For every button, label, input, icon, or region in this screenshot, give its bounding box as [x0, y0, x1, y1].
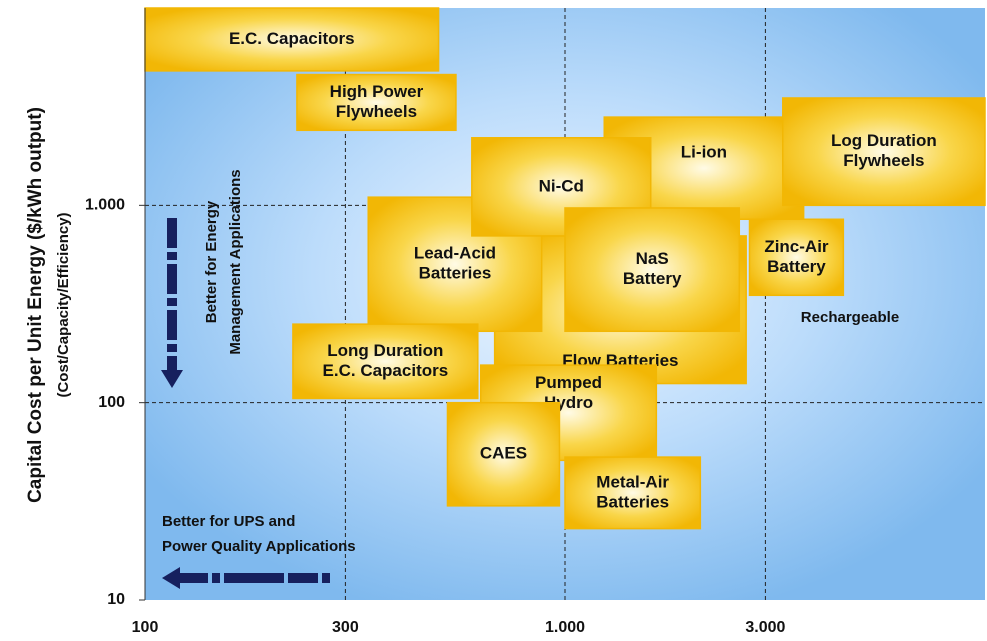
- box-label: CAES: [480, 444, 527, 463]
- box-label: Batteries: [419, 264, 492, 283]
- y-tick-label: 1.000: [85, 197, 125, 214]
- range-box: [292, 323, 479, 400]
- range-box: [446, 401, 561, 507]
- range-box: [564, 207, 741, 333]
- range-box: [564, 456, 702, 530]
- box-label: E.C. Capacitors: [323, 361, 449, 380]
- y-tick-label: 10: [107, 591, 125, 608]
- range-box: [296, 73, 457, 132]
- box-label: Log Duration: [831, 131, 937, 150]
- x-tick-label: 3.000: [745, 619, 785, 636]
- x-tick-label: 100: [132, 619, 159, 636]
- y-tick-label: 100: [98, 394, 125, 411]
- box-label: Batteries: [596, 492, 669, 511]
- box-label: Ni-Cd: [539, 176, 584, 195]
- box-label: Battery: [767, 257, 826, 276]
- annotation: Management Applications: [227, 169, 244, 354]
- arrow-head: [161, 370, 183, 388]
- box-label: Flywheels: [336, 102, 417, 121]
- annotation: Rechargeable: [801, 309, 899, 326]
- annotation: Better for UPS and: [162, 513, 295, 530]
- box-label: Li-ion: [681, 142, 727, 161]
- box-label: Long Duration: [327, 341, 443, 360]
- range-box: [782, 97, 986, 207]
- box-label: Metal-Air: [596, 472, 669, 491]
- x-tick-label: 1.000: [545, 619, 585, 636]
- annotation: Power Quality Applications: [162, 538, 356, 555]
- y-axis-title: Capital Cost per Unit Energy ($/kWh outp…: [25, 107, 46, 503]
- box-label: E.C. Capacitors: [229, 29, 355, 48]
- arrow-head: [162, 567, 180, 589]
- box-label: High Power: [330, 82, 424, 101]
- box-label: Lead-Acid: [414, 244, 496, 263]
- x-tick-label: 300: [332, 619, 359, 636]
- annotation: Better for Energy: [203, 200, 220, 323]
- box-label: Zinc-Air: [764, 237, 829, 256]
- box-label: NaS: [636, 249, 669, 268]
- box-label: Battery: [623, 269, 682, 288]
- range-box: [748, 218, 845, 297]
- y-axis-subtitle: (Cost/Capacity/Efficiency): [55, 212, 72, 397]
- box-label: Flywheels: [843, 151, 924, 170]
- box-label: Pumped: [535, 373, 602, 392]
